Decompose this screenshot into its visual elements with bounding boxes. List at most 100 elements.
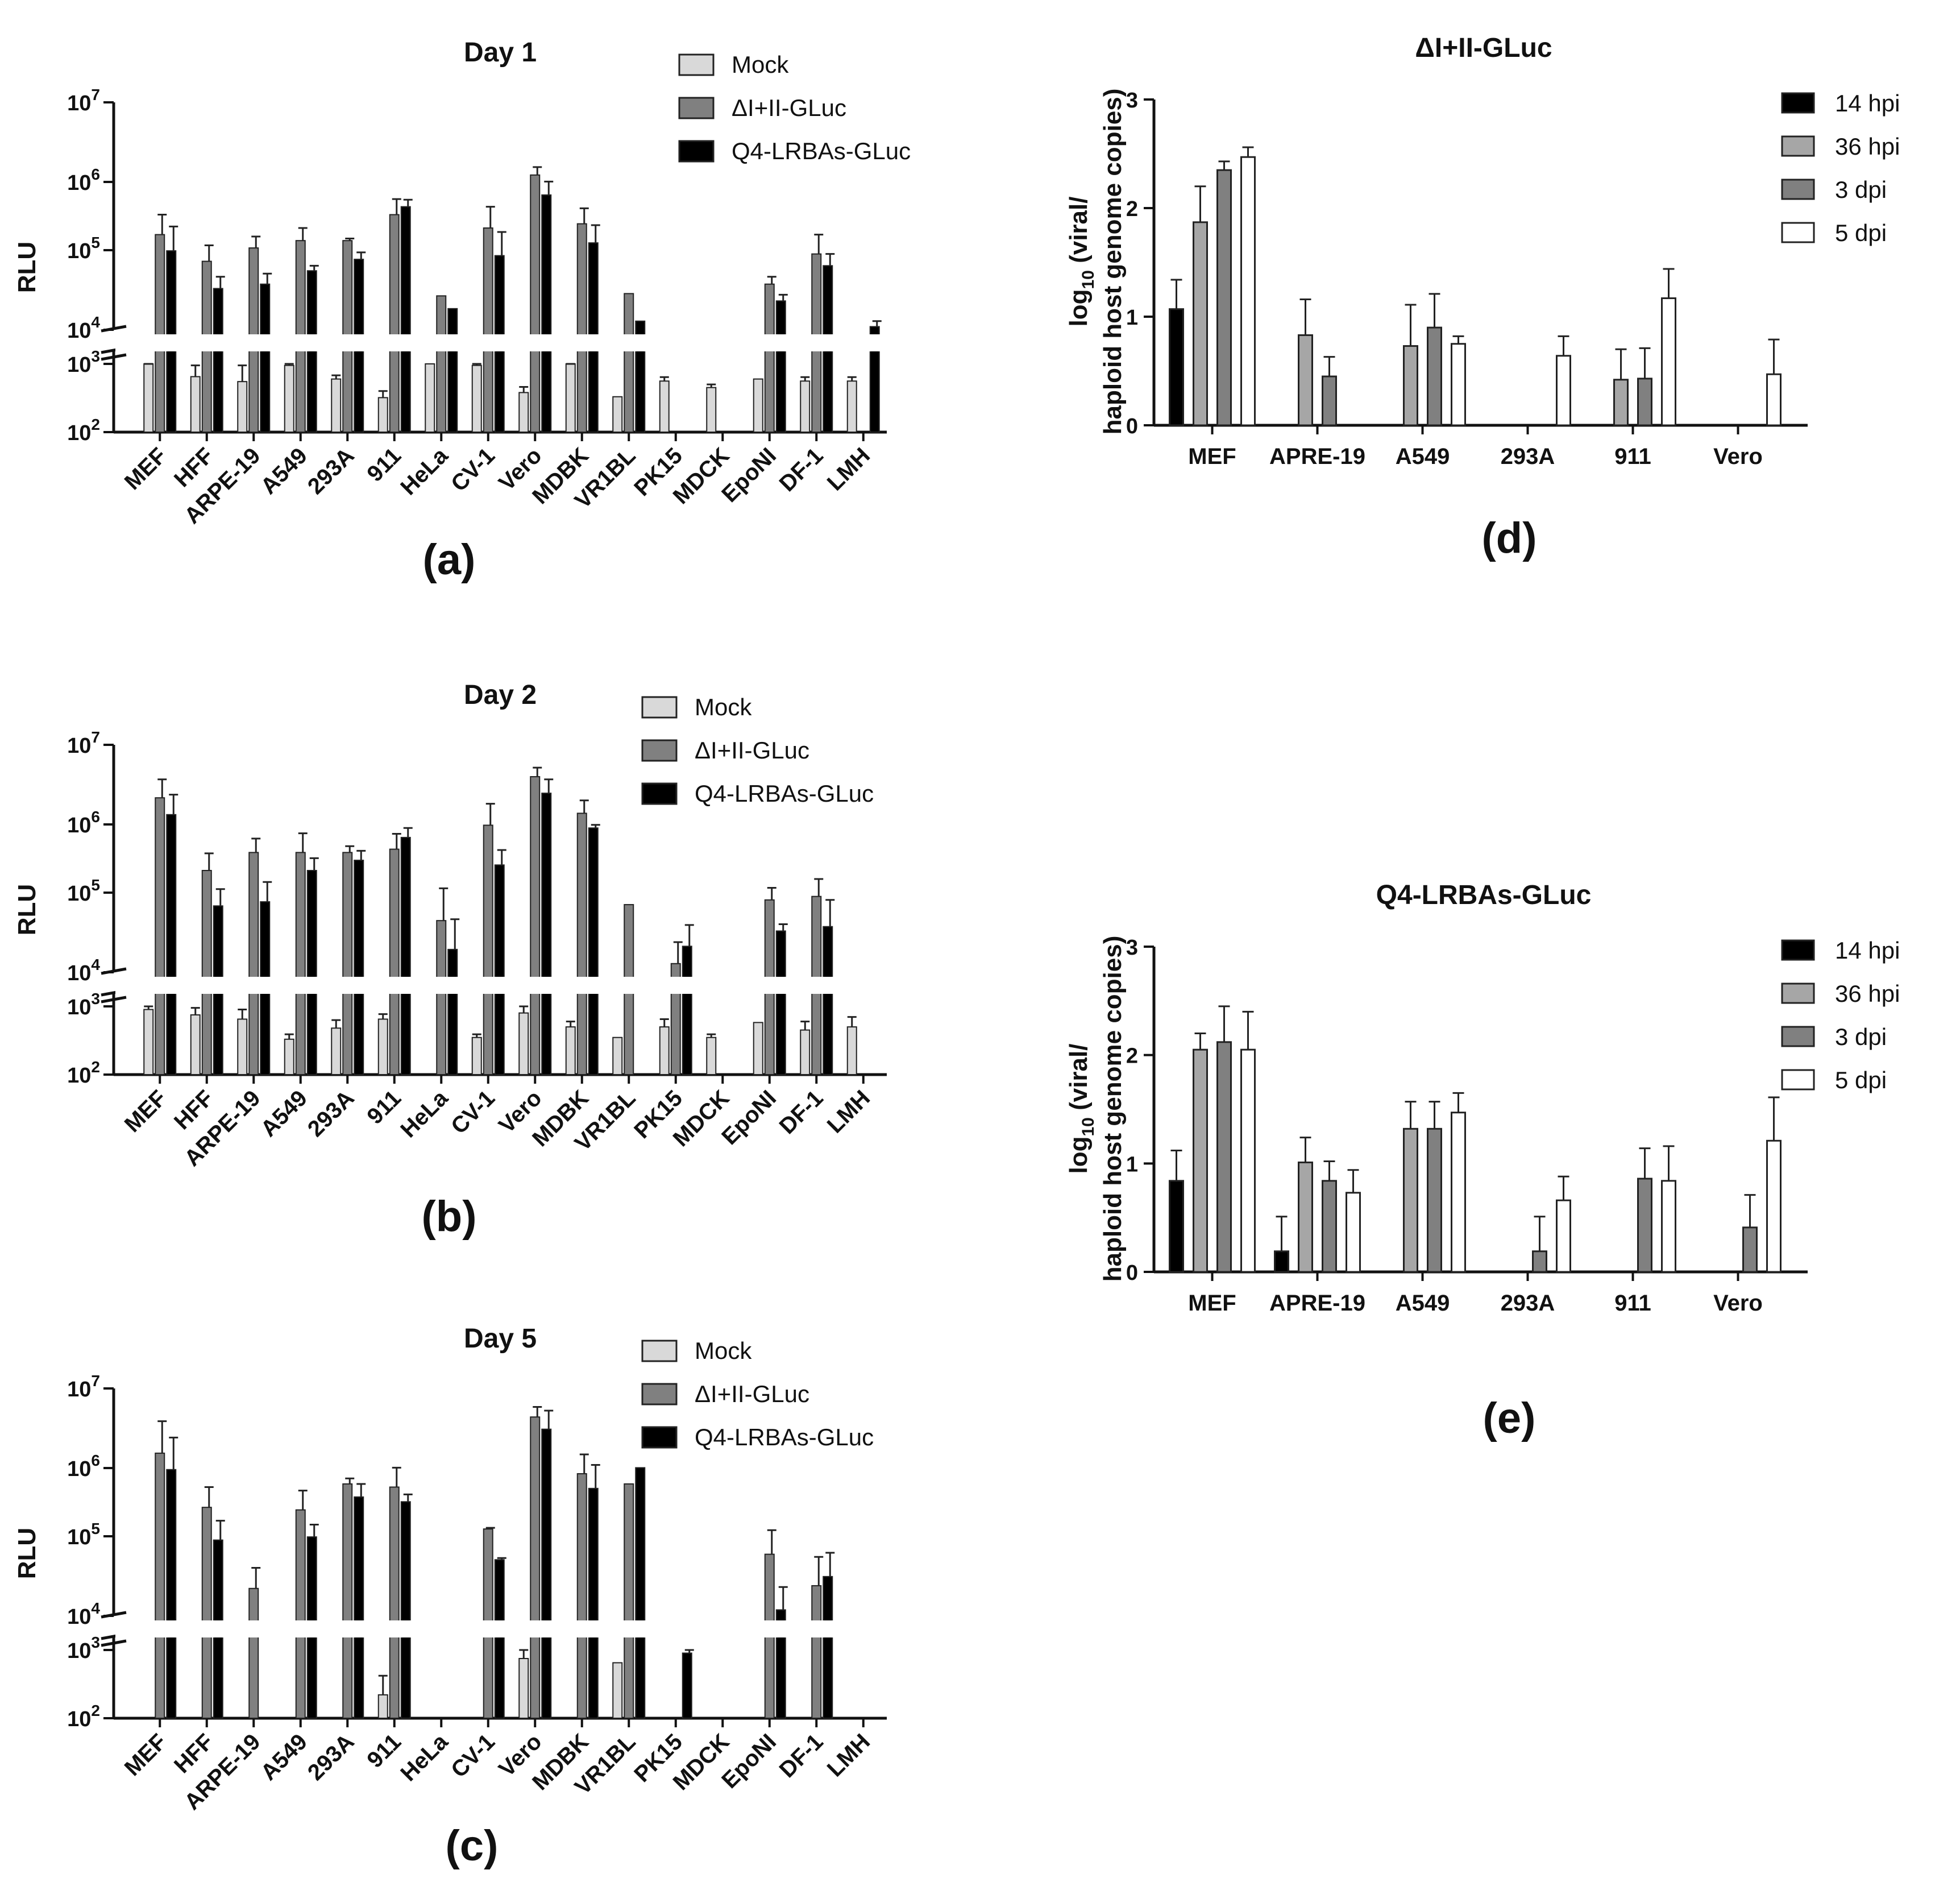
legend-swatch-1 bbox=[641, 1383, 678, 1406]
y-tick-label: 3 bbox=[1126, 936, 1138, 960]
y-tick-label: 1 bbox=[1126, 1152, 1138, 1176]
y-tick-label: 103 bbox=[67, 990, 100, 1019]
x-tick-label: 911 bbox=[1614, 444, 1651, 469]
bar-a-293A-0 bbox=[331, 378, 342, 433]
bar-b-HeLa-2 bbox=[447, 948, 458, 1075]
x-tick-label: MEF bbox=[120, 1729, 172, 1781]
chart-title: Day 2 bbox=[464, 680, 537, 710]
legend-swatch-0 bbox=[678, 53, 715, 76]
x-tick-label: A549 bbox=[1396, 444, 1450, 469]
bar-a-A549-0 bbox=[284, 364, 294, 433]
x-tick-label: CV-1 bbox=[446, 1085, 500, 1139]
bar-e-293A-3 bbox=[1556, 1199, 1571, 1273]
bar-b-MEF-0 bbox=[143, 1009, 154, 1075]
y-label-rest: (viral/ bbox=[1065, 1044, 1093, 1118]
y-tick-label: 104 bbox=[67, 1599, 100, 1629]
x-tick-label: DF-1 bbox=[775, 1729, 828, 1782]
y-tick-exponent: 6 bbox=[91, 1452, 100, 1469]
x-tick-label: 293A bbox=[303, 443, 359, 499]
bar-b-Vero-2 bbox=[541, 793, 552, 1075]
x-tick-label: LMH bbox=[823, 1729, 875, 1781]
y-axis-label: log10 (viral/ bbox=[1065, 1044, 1098, 1174]
legend-swatch-1 bbox=[641, 739, 678, 762]
y-tick-exponent: 4 bbox=[91, 313, 100, 331]
bar-a-MEF-1 bbox=[155, 234, 165, 433]
chart-title: ΔI+II-GLuc bbox=[1415, 33, 1552, 63]
bar-a-CV-1-0 bbox=[471, 364, 482, 433]
x-tick-label: APRE-19 bbox=[1269, 444, 1365, 469]
legend-label-2: 3 dpi bbox=[1835, 176, 1887, 203]
bar-c-HFF-1 bbox=[201, 1507, 212, 1719]
bar-c-PK15-2 bbox=[682, 1652, 692, 1719]
y-tick-exponent: 2 bbox=[91, 416, 100, 433]
y-tick-label: 0 bbox=[1126, 414, 1138, 438]
y-tick-label: 0 bbox=[1126, 1261, 1138, 1285]
y-tick-label: 106 bbox=[67, 1452, 100, 1481]
x-tick-label: DF-1 bbox=[775, 443, 828, 496]
x-tick-label: MEF bbox=[1188, 444, 1236, 469]
bar-e-APRE-19-2 bbox=[1322, 1180, 1337, 1273]
bar-a-HeLa-1 bbox=[436, 295, 447, 433]
y-tick-label: 2 bbox=[1126, 197, 1138, 221]
bar-a-LMH-2 bbox=[869, 326, 880, 433]
y-tick-label: 102 bbox=[67, 416, 100, 445]
legend-label-2: 3 dpi bbox=[1835, 1023, 1887, 1050]
bar-c-VR1BL-2 bbox=[635, 1467, 646, 1719]
x-tick-label: LMH bbox=[823, 1085, 875, 1138]
bar-a-HeLa-2 bbox=[447, 308, 458, 433]
chart-a: Day 1RLU102103104105106107MEFHFFARPE-19A… bbox=[13, 38, 911, 584]
y-axis-label: log10 (viral/ bbox=[1065, 197, 1098, 327]
bar-b-911-2 bbox=[400, 836, 411, 1076]
x-tick-label: 293A bbox=[1501, 1291, 1555, 1316]
bar-d-MEF-1 bbox=[1193, 221, 1208, 426]
bar-b-HFF-1 bbox=[201, 870, 212, 1075]
y-tick-label: 102 bbox=[67, 1058, 100, 1088]
bar-c-911-0 bbox=[377, 1694, 388, 1719]
legend-label-1: 36 hpi bbox=[1835, 133, 1900, 160]
bar-b-CV-1-1 bbox=[483, 824, 493, 1076]
bar-b-ARPE-19-1 bbox=[248, 852, 259, 1075]
bar-a-HFF-2 bbox=[213, 288, 223, 433]
bar-e-911-2 bbox=[1637, 1178, 1652, 1273]
y-tick-exponent: 5 bbox=[91, 1520, 100, 1537]
legend-label-2: Q4-LRBAs-GLuc bbox=[695, 1424, 874, 1450]
y-tick-label: 1 bbox=[1126, 306, 1138, 330]
bar-e-Vero-3 bbox=[1766, 1139, 1782, 1273]
bar-e-MEF-2 bbox=[1216, 1041, 1232, 1273]
y-tick-label: 103 bbox=[67, 347, 100, 377]
legend-label-1: ΔI+II-GLuc bbox=[695, 1380, 809, 1407]
bar-a-VR1BL-0 bbox=[612, 396, 623, 433]
y-tick-label: 107 bbox=[67, 86, 100, 115]
chart-c: Day 5RLU102103104105106107MEFHFFARPE-19A… bbox=[13, 1324, 888, 1870]
legend-label-0: Mock bbox=[732, 51, 789, 78]
bar-d-A549-3 bbox=[1451, 343, 1466, 426]
bar-b-EpoNI-2 bbox=[775, 930, 786, 1076]
bar-d-A549-1 bbox=[1403, 345, 1418, 426]
bar-d-911-2 bbox=[1637, 378, 1652, 426]
legend-swatch-2 bbox=[678, 140, 715, 163]
y-tick-label: 105 bbox=[67, 234, 100, 263]
y-tick-exponent: 4 bbox=[91, 1599, 100, 1617]
bar-c-VR1BL-1 bbox=[624, 1483, 634, 1719]
chart-title: Q4-LRBAs-GLuc bbox=[1376, 880, 1592, 910]
y-tick-exponent: 3 bbox=[91, 1633, 100, 1651]
legend-swatch-0 bbox=[641, 696, 678, 719]
bar-a-VR1BL-1 bbox=[624, 293, 634, 433]
legend-label-0: 14 hpi bbox=[1835, 937, 1900, 964]
y-tick-exponent: 3 bbox=[91, 347, 100, 365]
bar-a-HeLa-0 bbox=[425, 363, 435, 433]
panel-label: (c) bbox=[446, 1822, 499, 1870]
bar-a-Vero-0 bbox=[518, 392, 529, 433]
bar-b-A549-0 bbox=[284, 1038, 294, 1075]
y-tick-label: 2 bbox=[1126, 1044, 1138, 1068]
y-tick-exponent: 2 bbox=[91, 1058, 100, 1076]
bar-e-APRE-19-3 bbox=[1346, 1192, 1361, 1273]
bar-b-MEF-2 bbox=[166, 814, 177, 1076]
bar-b-293A-0 bbox=[331, 1027, 342, 1076]
bar-b-A549-2 bbox=[306, 870, 317, 1075]
y-axis-label-line2: haploid host genome copies) bbox=[1099, 89, 1127, 435]
bar-c-MDBK-1 bbox=[576, 1473, 587, 1719]
bar-e-A549-3 bbox=[1451, 1112, 1466, 1273]
